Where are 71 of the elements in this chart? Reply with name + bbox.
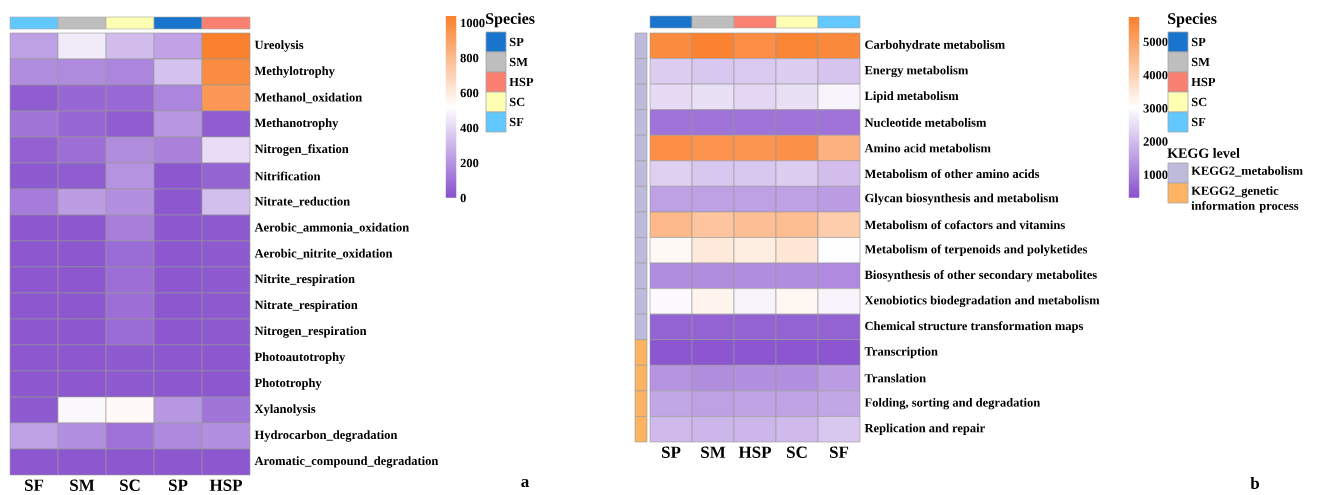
y-tick-label: Xenobiotics biodegradation and metabolism [864,295,1100,308]
y-tick-label: Nucleotide metabolism [864,118,987,127]
y-tick-label: Ureolysis [254,40,304,52]
text: SM [509,57,528,67]
text: SM [1191,57,1210,67]
y-tick-label: Photoautotrophy [254,352,346,364]
text: KEGG2_genetic information process [1191,186,1299,213]
x-tick-label: HSP [209,479,243,491]
y-tick-label: Chemical structure transformation maps [865,321,1084,333]
y-tick-label: Nitrate_respiration [254,300,358,312]
y-tick-label: Aromatic_compound_degradation [254,456,439,468]
text: SP [509,37,524,47]
text: HSP [1191,77,1216,87]
text: KEGG2_metabolism [1191,166,1303,177]
color-bar-label: 5000 [1143,37,1168,47]
x-tick-label: SP [169,479,188,491]
color-bar-label: 800 [460,53,479,63]
text: HSP [509,77,534,87]
text: Species [1168,12,1217,28]
text: SC [1191,97,1207,107]
y-tick-label: Nitrogen_fixation [254,144,349,156]
text: b [1250,477,1260,489]
x-tick-label: SM [701,446,726,458]
y-tick-label: Nitrogen_respiration [254,326,367,338]
y-tick-label: Nitrate_reduction [254,196,350,208]
y-tick-label: Methylotrophy [254,66,335,78]
y-tick-label: Biosynthesis of other secondary metabolites [864,270,1097,282]
y-tick-label: Hydrocarbon_degradation [254,430,398,442]
y-tick-label: Energy metabolism [864,65,969,78]
y-tick-label: Metabolism of other amino acids [864,169,1040,179]
y-tick-label: Aerobic_ammonia_oxidation [254,222,409,234]
y-tick-label: Glycan biosynthesis and metabolism [865,193,1059,205]
color-bar-label: 1000 [1144,170,1168,179]
text: SF [1191,117,1206,127]
y-tick-label: Lipid metabolism [864,91,959,103]
y-tick-label: Transcription [864,346,938,359]
color-bar-label: 1000 [461,18,485,28]
x-tick-label: HSP [738,446,772,458]
x-tick-label: SP [662,446,681,458]
color-bar-label: 3000 [1143,104,1168,113]
x-tick-label: SC [787,446,807,458]
y-tick-label: Replication and repair [864,423,985,435]
x-tick-label: SF [25,479,44,491]
y-tick-label: Methanotrophy [254,118,339,130]
color-bar-label: 400 [460,123,479,133]
text: SC [509,97,525,107]
color-bar-label: 2000 [1143,137,1168,146]
y-tick-label: Xylanolysis [254,404,316,416]
y-tick-label: Amino acid metabolism [864,143,991,153]
y-tick-label: Methanol_oxidation [254,92,362,104]
text: a [521,478,530,488]
y-tick-label: Carbohydrate metabolism [865,40,1005,52]
y-tick-label: Translation [864,373,926,383]
y-tick-label: Metabolism of cofactors and vitamins [864,220,1065,230]
text: SP [1191,37,1206,47]
text: KEGG level [1167,148,1240,158]
x-tick-label: SC [120,479,140,491]
color-bar-label: 600 [460,88,479,98]
text: Species [486,12,535,28]
y-tick-label: Nitrification [254,171,321,181]
y-tick-label: Folding, sorting and degradation [864,397,1041,410]
y-tick-label: Metabolism of terpenoids and polyketides [864,244,1088,257]
x-tick-label: SM [70,479,95,491]
x-tick-label: SF [829,446,849,458]
text: SF [509,117,524,127]
y-tick-label: Aerobic_nitrite_oxidation [254,248,393,260]
color-bar-label: 0 [460,193,466,203]
y-tick-label: Nitrite_respiration [254,274,355,286]
color-bar-label: 4000 [1143,70,1168,80]
y-tick-label: Phototrophy [254,378,322,390]
color-bar-label: 200 [460,158,479,168]
